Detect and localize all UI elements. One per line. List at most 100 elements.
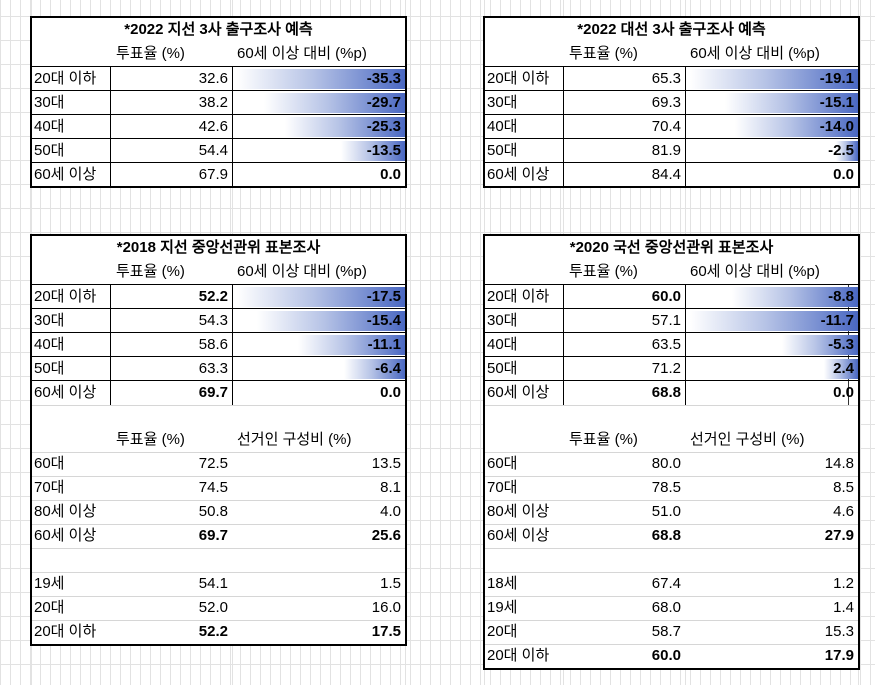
table-row: 40대 63.5 -5.3 [485, 332, 858, 356]
header-row: 투표율 (%) 60세 이상 대비 (%p) [32, 260, 405, 284]
turnout-value: 67.4 [651, 575, 681, 592]
age-label: 70대 [487, 479, 518, 496]
age-label: 18세 [487, 575, 518, 592]
turnout-value: 68.0 [651, 599, 681, 616]
table-row: 20대 이하 32.6 -35.3 [32, 66, 405, 90]
turnout-value: 54.3 [198, 312, 228, 329]
age-label: 60세 이상 [487, 527, 550, 544]
age-label: 19세 [487, 599, 518, 616]
diff-value: -2.5 [828, 142, 854, 159]
table-2020-general-nec-sample: *2020 국선 중앙선관위 표본조사 투표율 (%) 60세 이상 대비 (%… [483, 234, 860, 670]
table-row: 60세 이상 69.7 25.6 [32, 524, 405, 548]
share-value: 15.3 [824, 623, 854, 640]
turnout-value: 70.4 [651, 118, 681, 135]
turnout-header: 투표율 (%) [569, 431, 638, 448]
share-value: 8.1 [380, 479, 401, 496]
age-label: 40대 [34, 118, 65, 135]
turnout-value: 67.9 [198, 166, 228, 183]
turnout-value: 38.2 [198, 94, 228, 111]
share-header: 선거인 구성비 (%) [237, 431, 352, 448]
table-row: 20대 52.0 16.0 [32, 596, 405, 620]
diff-bar [735, 117, 858, 137]
turnout-value: 69.7 [198, 527, 228, 544]
diff-value: -15.1 [819, 94, 854, 111]
share-value: 16.0 [371, 599, 401, 616]
diff-value: -35.3 [366, 70, 401, 87]
table-title: *2020 국선 중앙선관위 표본조사 [569, 239, 774, 256]
diff-value: -14.0 [819, 118, 854, 135]
diff-bar [732, 287, 858, 307]
age-label: 20대 이하 [487, 70, 550, 87]
age-label: 60세 이상 [34, 166, 97, 183]
turnout-value: 69.3 [651, 94, 681, 111]
table-title: *2022 대선 3사 출구조사 예측 [577, 21, 766, 38]
table-row: 19세 54.1 1.5 [32, 572, 405, 596]
age-label: 50대 [34, 142, 65, 159]
table-row: 30대 57.1 -11.7 [485, 308, 858, 332]
turnout-header: 투표율 (%) [116, 45, 185, 62]
age-label: 80세 이상 [34, 503, 97, 520]
diff-value: -13.5 [366, 142, 401, 159]
age-label: 20대 이하 [34, 623, 97, 640]
turnout-value: 71.2 [651, 360, 681, 377]
table-2022-local-exit-poll: *2022 지선 3사 출구조사 예측 투표율 (%) 60세 이상 대비 (%… [30, 16, 407, 188]
share-value: 4.0 [380, 503, 401, 520]
age-label: 20대 이하 [487, 647, 550, 664]
diff-header: 60세 이상 대비 (%p) [237, 263, 367, 280]
turnout-value: 63.3 [198, 360, 228, 377]
table-row: 50대 81.9 -2.5 [485, 138, 858, 162]
share-value: 25.6 [371, 527, 401, 544]
header-row: 투표율 (%) 60세 이상 대비 (%p) [485, 42, 858, 66]
table-title-row: *2022 대선 3사 출구조사 예측 [485, 18, 858, 42]
table-row: 20대 이하 60.0 17.9 [485, 644, 858, 668]
diff-value: -11.7 [820, 312, 854, 329]
age-label: 80세 이상 [487, 503, 550, 520]
turnout-value: 32.6 [198, 70, 228, 87]
diff-value: -8.8 [828, 288, 854, 305]
share-value: 8.5 [833, 479, 854, 496]
turnout-value: 57.1 [651, 312, 681, 329]
diff-header: 60세 이상 대비 (%p) [237, 45, 367, 62]
table-row: 20대 이하 52.2 17.5 [32, 620, 405, 644]
turnout-value: 78.5 [651, 479, 681, 496]
turnout-value: 54.1 [198, 575, 228, 592]
age-label: 70대 [34, 479, 65, 496]
header-row: 투표율 (%) 선거인 구성비 (%) [485, 428, 858, 452]
table-row: 70대 78.5 8.5 [485, 476, 858, 500]
diff-value: 0.0 [380, 166, 401, 183]
turnout-value: 80.0 [651, 455, 681, 472]
age-label: 40대 [487, 118, 518, 135]
age-label: 20대 이하 [34, 288, 97, 305]
turnout-value: 50.8 [198, 503, 228, 520]
diff-value: 2.4 [833, 360, 854, 377]
table-row: 50대 63.3 -6.4 [32, 356, 405, 380]
turnout-value: 81.9 [651, 142, 681, 159]
age-label: 60세 이상 [487, 166, 550, 183]
table-2018-local-nec-sample: *2018 지선 중앙선관위 표본조사 투표율 (%) 60세 이상 대비 (%… [30, 234, 407, 646]
age-label: 20대 이하 [487, 288, 550, 305]
header-row: 투표율 (%) 60세 이상 대비 (%p) [32, 42, 405, 66]
age-label: 20대 [34, 599, 65, 616]
age-label: 60대 [487, 455, 518, 472]
turnout-value: 68.8 [651, 527, 681, 544]
diff-bar [298, 335, 405, 355]
table-row: 20대 이하 65.3 -19.1 [485, 66, 858, 90]
share-value: 27.9 [824, 527, 854, 544]
header-row: 투표율 (%) 선거인 구성비 (%) [32, 428, 405, 452]
diff-value: 0.0 [380, 384, 401, 401]
turnout-value: 60.0 [651, 288, 681, 305]
diff-bar [237, 69, 405, 89]
table-title-row: *2020 국선 중앙선관위 표본조사 [485, 236, 858, 260]
age-label: 30대 [487, 94, 518, 111]
diff-bar [782, 335, 858, 355]
turnout-header: 투표율 (%) [569, 263, 638, 280]
diff-value: -19.1 [819, 70, 854, 87]
table-row: 80세 이상 50.8 4.0 [32, 500, 405, 524]
diff-value: 0.0 [833, 384, 854, 401]
table-row: 18세 67.4 1.2 [485, 572, 858, 596]
turnout-value: 68.8 [651, 384, 681, 401]
age-label: 20대 [487, 623, 518, 640]
diff-bar [690, 69, 858, 89]
age-label: 50대 [34, 360, 65, 377]
table-row: 50대 71.2 2.4 [485, 356, 858, 380]
